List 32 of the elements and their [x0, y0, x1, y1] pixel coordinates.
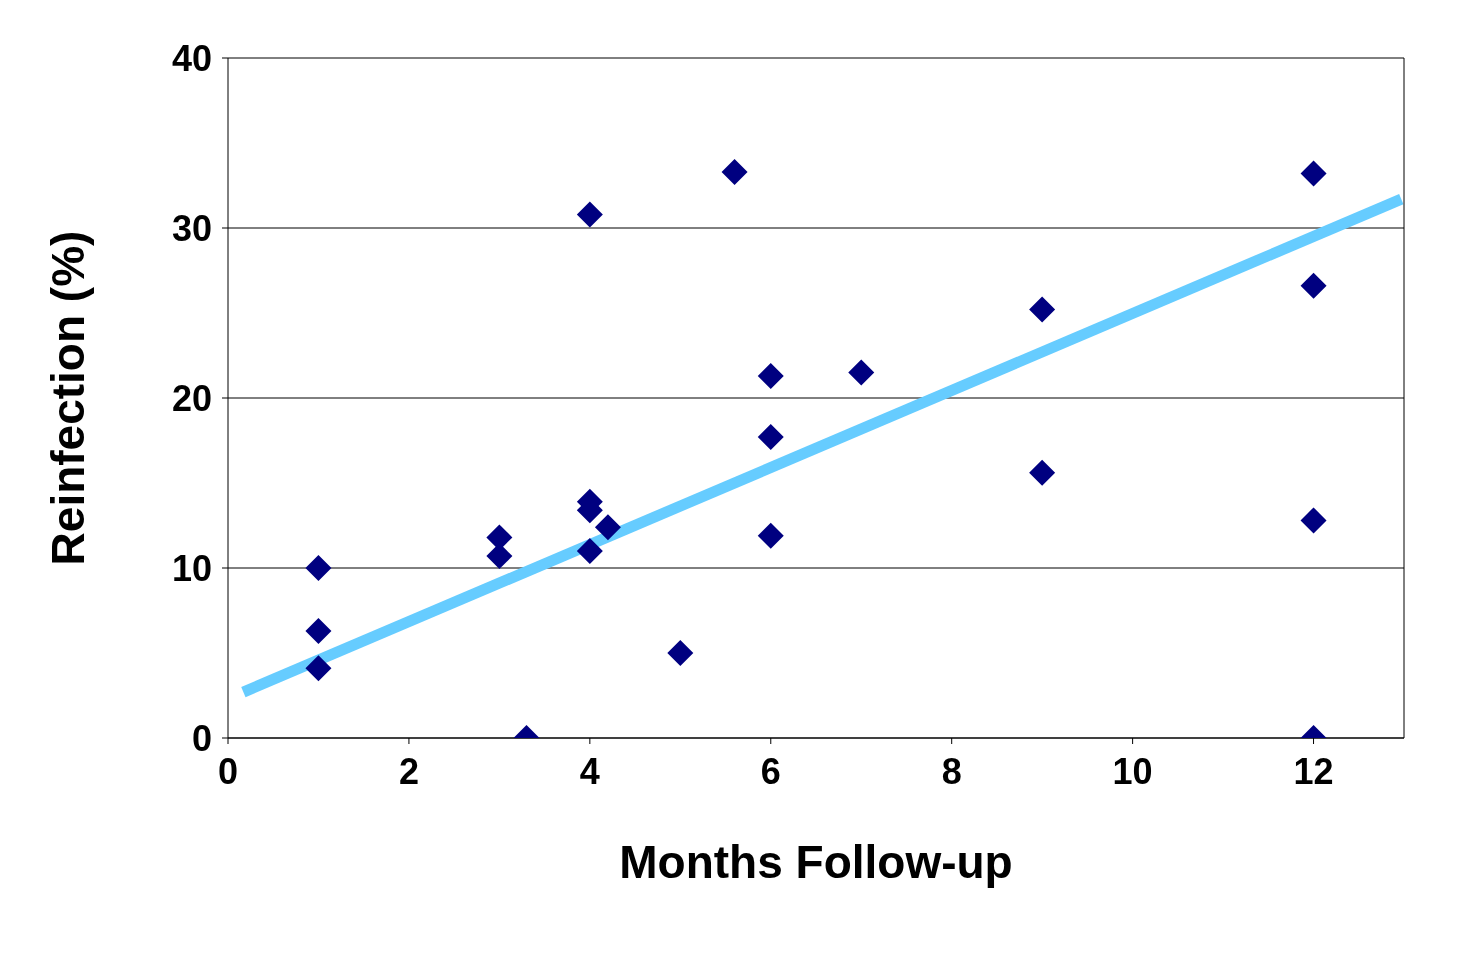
point	[576, 538, 603, 564]
point	[576, 201, 603, 228]
x-tick-label: 8	[941, 750, 962, 792]
point	[757, 424, 784, 451]
point	[757, 362, 784, 389]
point	[1300, 272, 1327, 299]
y-tick-label: 30	[171, 207, 212, 249]
point	[1300, 507, 1327, 534]
point	[1029, 296, 1056, 323]
x-tick-label: 6	[760, 750, 781, 792]
x-tick-label: 4	[579, 750, 600, 792]
y-tick-label: 20	[171, 377, 212, 419]
y-tick-label: 40	[171, 37, 212, 79]
y-tick-label: 10	[171, 547, 212, 589]
point	[848, 359, 875, 386]
y-axis-title: Reinfection (%)	[42, 230, 95, 566]
point	[486, 543, 513, 570]
point	[667, 640, 694, 666]
x-tick-label: 0	[217, 750, 239, 792]
point	[305, 655, 332, 682]
point	[721, 158, 748, 185]
x-tick-label: 10	[1112, 750, 1153, 792]
point	[757, 522, 784, 549]
point	[1029, 459, 1056, 486]
point	[1300, 160, 1327, 187]
point	[305, 617, 332, 644]
point	[305, 555, 332, 581]
point	[594, 514, 621, 541]
y-tick-label: 0	[191, 717, 212, 759]
x-tick-label: 12	[1293, 750, 1334, 792]
x-tick-label: 2	[398, 750, 419, 792]
x-axis-title: Months Follow-up	[619, 836, 1013, 888]
